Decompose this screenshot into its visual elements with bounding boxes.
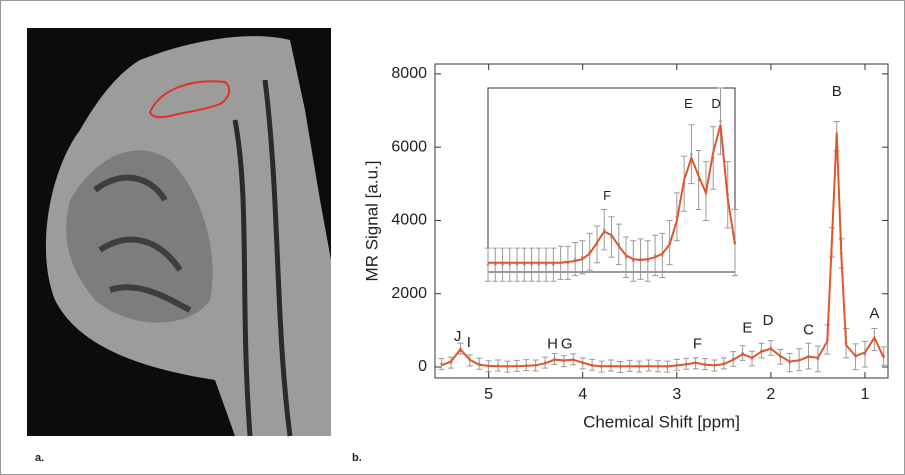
peak-label: D xyxy=(711,96,720,111)
y-tick-label: 4000 xyxy=(391,212,427,229)
panel-label: b. xyxy=(352,452,362,464)
peak-label: I xyxy=(467,334,471,351)
y-tick-label: 6000 xyxy=(391,138,427,155)
mri-image xyxy=(27,28,331,436)
y-tick-label: 8000 xyxy=(391,65,427,82)
data-point xyxy=(719,120,722,123)
x-tick-label: 3 xyxy=(672,386,681,403)
peak-label: C xyxy=(803,321,814,338)
x-tick-label: 4 xyxy=(578,386,587,403)
peak-label: E xyxy=(684,96,693,111)
peak-label: H xyxy=(547,335,558,352)
y-axis-title: MR Signal [a.u.] xyxy=(362,161,381,282)
data-point xyxy=(690,153,693,156)
peak-label: G xyxy=(561,335,573,352)
x-axis-title: Chemical Shift [ppm] xyxy=(583,412,740,431)
peak-label: J xyxy=(454,328,462,345)
x-tick-label: 5 xyxy=(484,386,493,403)
panel-label: a. xyxy=(35,452,44,464)
figure: a. b. 0 2000 4000 6000 8000 5 4 3 2 1 Chemical Shi… xyxy=(0,0,905,475)
x-tick-label: 1 xyxy=(860,386,869,403)
figure-canvas: a. b. 0 2000 4000 6000 8000 5 4 3 2 1 Chemical Shi… xyxy=(0,0,905,475)
peak-label: D xyxy=(763,312,774,329)
peak-label: F xyxy=(693,335,702,352)
x-tick-label: 2 xyxy=(766,386,775,403)
y-tick-label: 2000 xyxy=(391,285,427,302)
peak-label: E xyxy=(742,320,752,337)
y-tick-label: 0 xyxy=(418,358,427,375)
peak-label: A xyxy=(869,305,879,322)
peak-label: F xyxy=(603,188,611,203)
peak-label: B xyxy=(832,83,842,100)
